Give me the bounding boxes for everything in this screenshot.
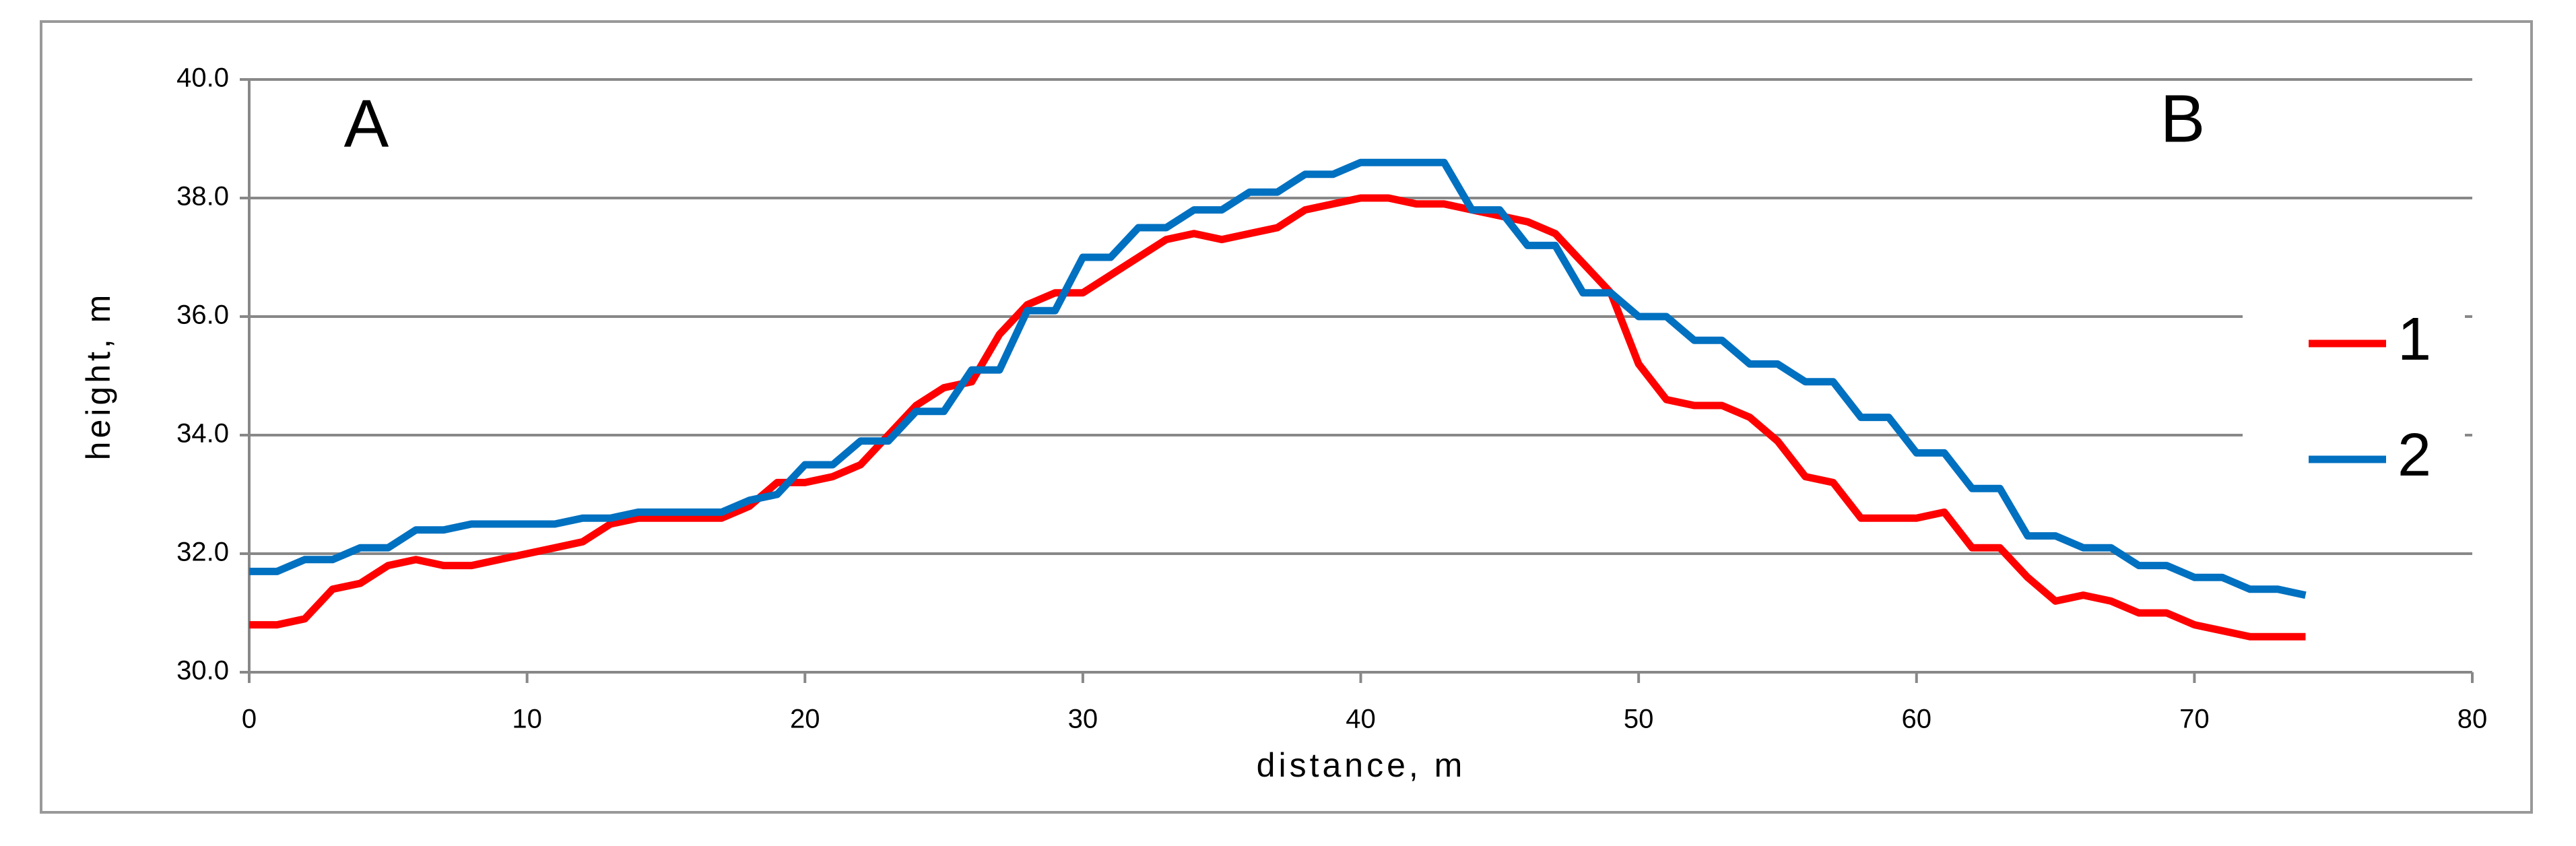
legend-label: 2 [2398,422,2431,489]
x-tick-label: 80 [2457,705,2488,734]
data-line [249,158,2307,599]
x-tick-label: 70 [2179,705,2210,734]
legend-label: 1 [2398,306,2431,373]
data-line [249,194,2306,641]
y-tick-label: 36.0 [176,300,229,330]
x-tick-label: 0 [242,705,257,734]
x-tick-label: 30 [1068,705,1098,734]
x-tick-label: 20 [790,705,820,734]
y-tick-label: 40.0 [176,63,229,93]
y-tick-label: 34.0 [176,419,229,449]
y-axis-label: height, m [79,292,117,461]
x-tick-label: 50 [1624,705,1654,734]
x-tick-label: 40 [1346,705,1376,734]
y-tick-label: 30.0 [176,656,229,686]
chart-frame [40,20,2533,814]
annotation: B [2160,81,2206,156]
annotation: A [344,86,389,161]
x-tick-label: 60 [1902,705,1932,734]
y-tick-label: 32.0 [176,538,229,567]
x-tick-label: 10 [512,705,542,734]
y-tick-label: 38.0 [176,182,229,212]
x-axis-label: distance, m [1257,746,1466,784]
legend-box [2243,283,2465,525]
